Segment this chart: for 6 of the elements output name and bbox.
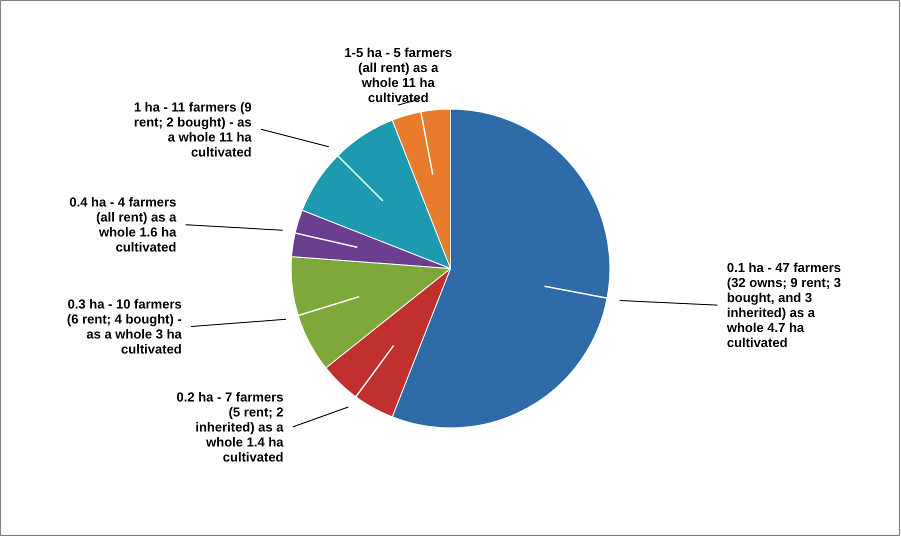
slice-label: 1-5 ha - 5 farmers (all rent) as a whole 11 ha cultivated [344, 45, 452, 106]
slice-label: 0.1 ha - 47 farmers (32 owns; 9 rent; 3 bought, and 3 inherited) as a whole 4.7 ha cultivated [726, 260, 842, 350]
slice-label: 0.4 ha - 4 farmers (all rent) as a whole 1.6 ha cultivated [69, 194, 178, 255]
slice-label: 0.3 ha - 10 farmers (6 rent; 4 bought) - as a whole 3 ha cultivated [66, 296, 183, 357]
slice-label: 0.2 ha - 7 farmers (5 rent; 2 inherited) as a whole 1.4 ha cultivated [176, 389, 284, 464]
slice-label: 1 ha - 11 farmers (9 rent; 2 bought) - as a whole 11 ha cultivated [134, 99, 252, 160]
